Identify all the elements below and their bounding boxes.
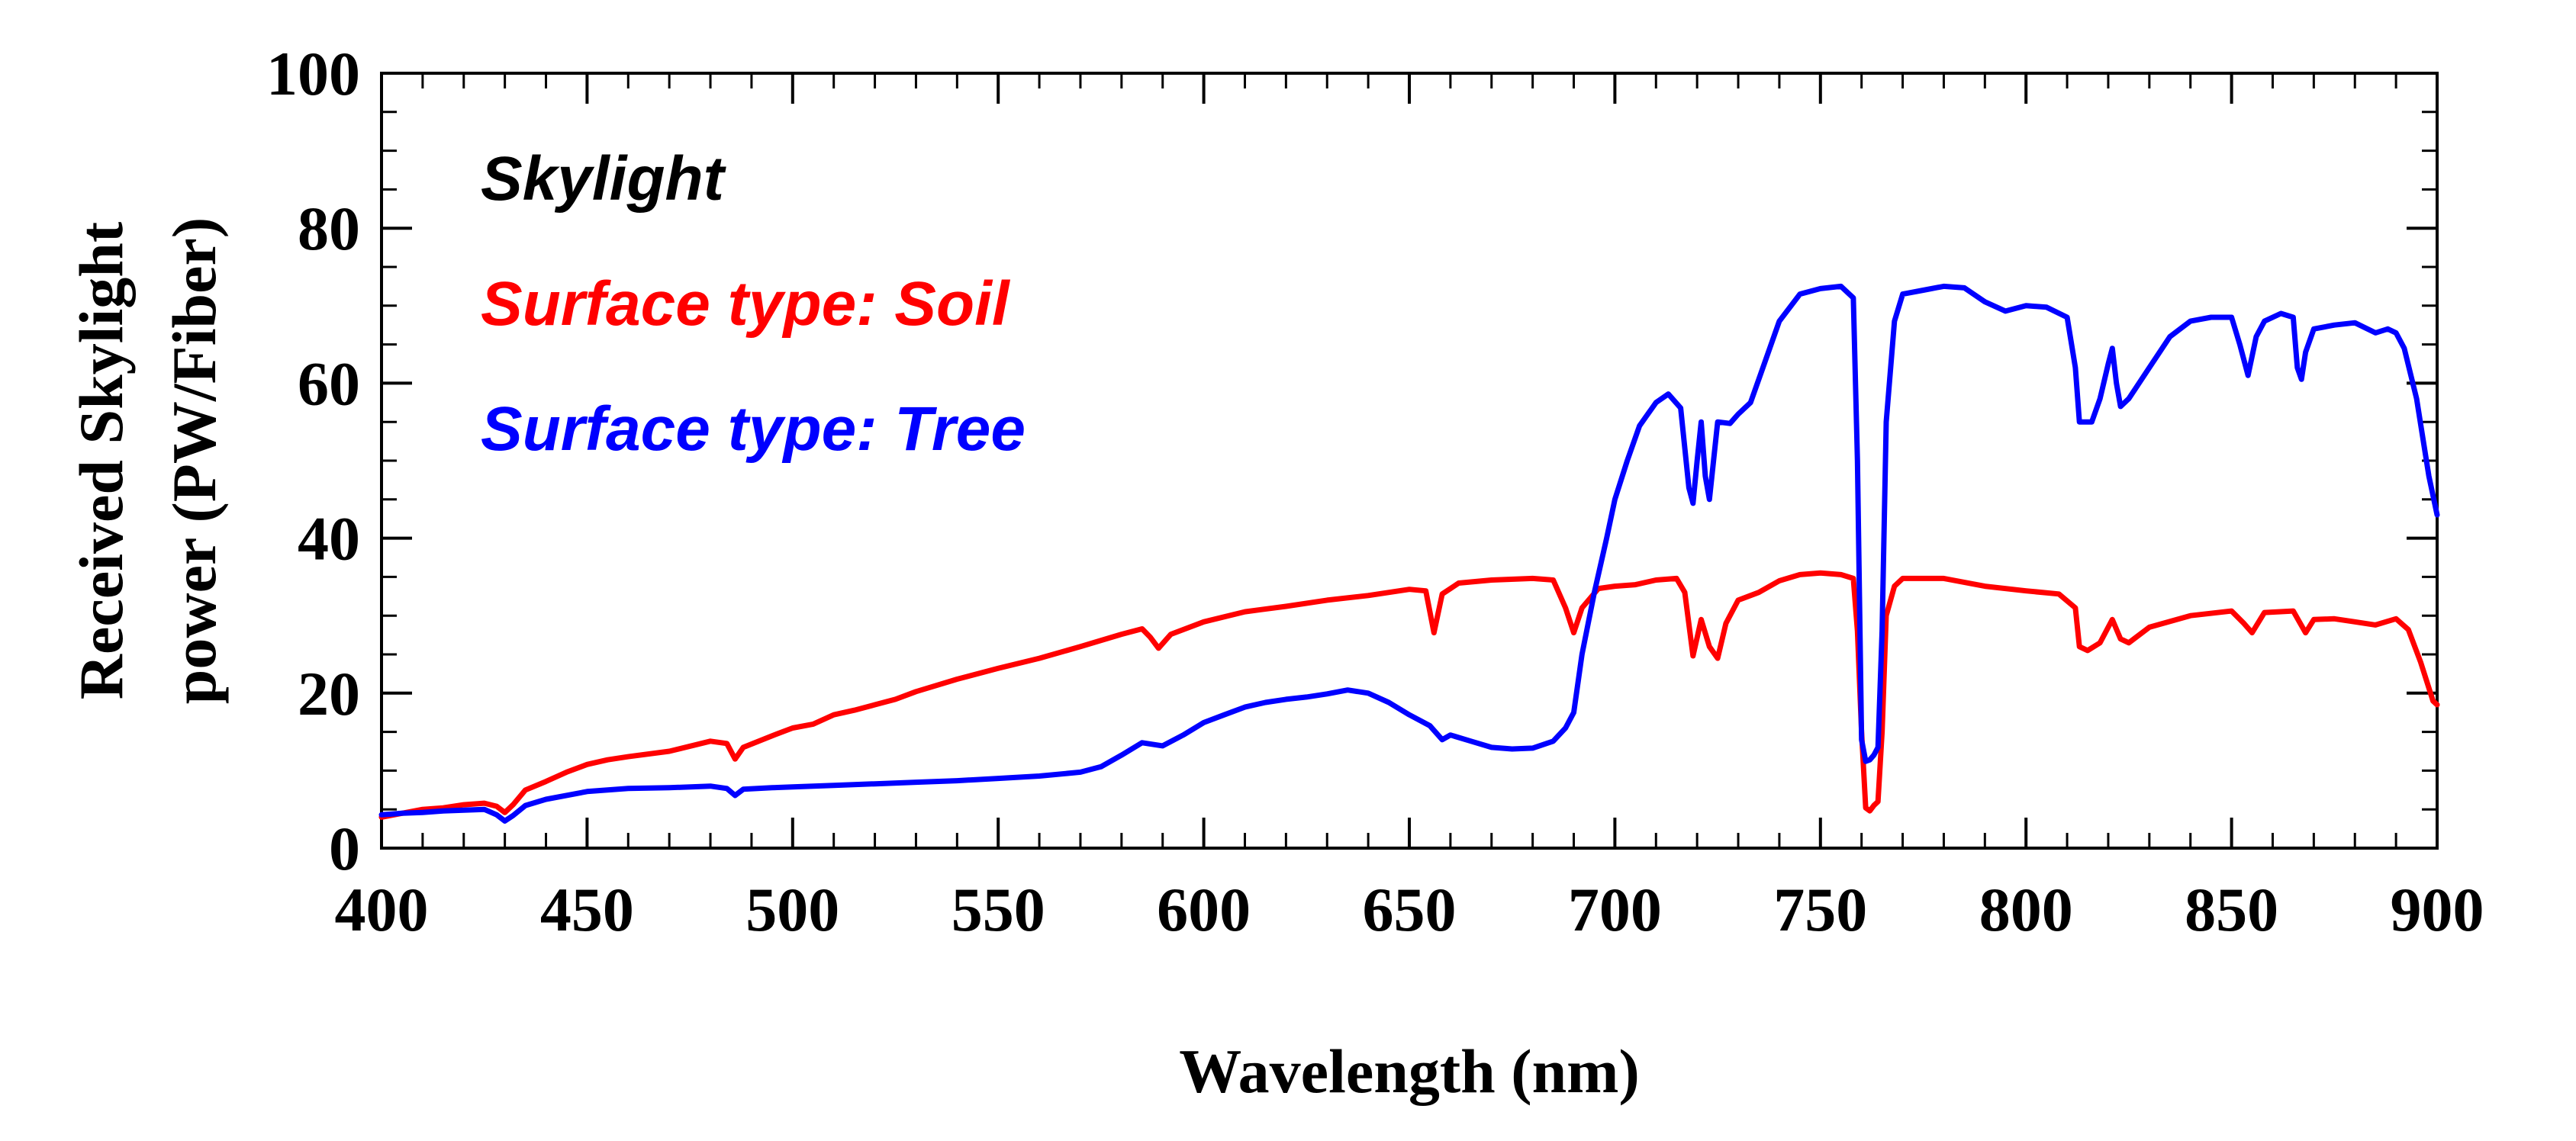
- y-tick-label: 20: [298, 659, 360, 728]
- x-tick-label: 500: [745, 875, 839, 944]
- x-tick-label: 550: [952, 875, 1045, 944]
- legend-group: Skylight Surface type: Soil Surface type: …: [481, 144, 1026, 464]
- x-tick-label: 800: [1979, 875, 2073, 944]
- x-tick-label: 750: [1773, 875, 1867, 944]
- y-tick-label: 40: [298, 504, 360, 574]
- series-line-surface-type-tree: [378, 283, 2440, 824]
- y-tick-label: 80: [298, 194, 360, 263]
- x-tick-label: 850: [2185, 875, 2278, 944]
- legend-title: Skylight: [481, 144, 727, 214]
- series-line-surface-type-soil: [378, 570, 2440, 820]
- x-tick-label: 450: [540, 875, 634, 944]
- y-axis-title-line-2: power (PW/Fiber): [159, 217, 229, 704]
- series-group: [378, 283, 2440, 824]
- y-axis-title-line-1: Received Skylight: [66, 222, 136, 699]
- x-axis-title: Wavelength (nm): [1179, 1037, 1640, 1106]
- x-tick-label: 400: [335, 875, 429, 944]
- y-tick-label: 0: [329, 814, 360, 883]
- axes-group: 400 450 500 550 600 650 700 750 800 850 900 0 20 40 60…: [266, 39, 2484, 944]
- legend-entry: Surface type: Tree: [481, 394, 1026, 464]
- x-tick-label: 650: [1363, 875, 1457, 944]
- x-tick-label: 700: [1568, 875, 1662, 944]
- y-tick-label: 100: [266, 39, 360, 108]
- x-tick-label: 900: [2391, 875, 2484, 944]
- x-tick-label: 600: [1157, 875, 1251, 944]
- legend-entry: Surface type: Soil: [481, 269, 1011, 339]
- axis-titles-group: Wavelength (nm) Received Skylight power (P…: [66, 217, 1640, 1106]
- y-tick-label: 60: [298, 349, 360, 418]
